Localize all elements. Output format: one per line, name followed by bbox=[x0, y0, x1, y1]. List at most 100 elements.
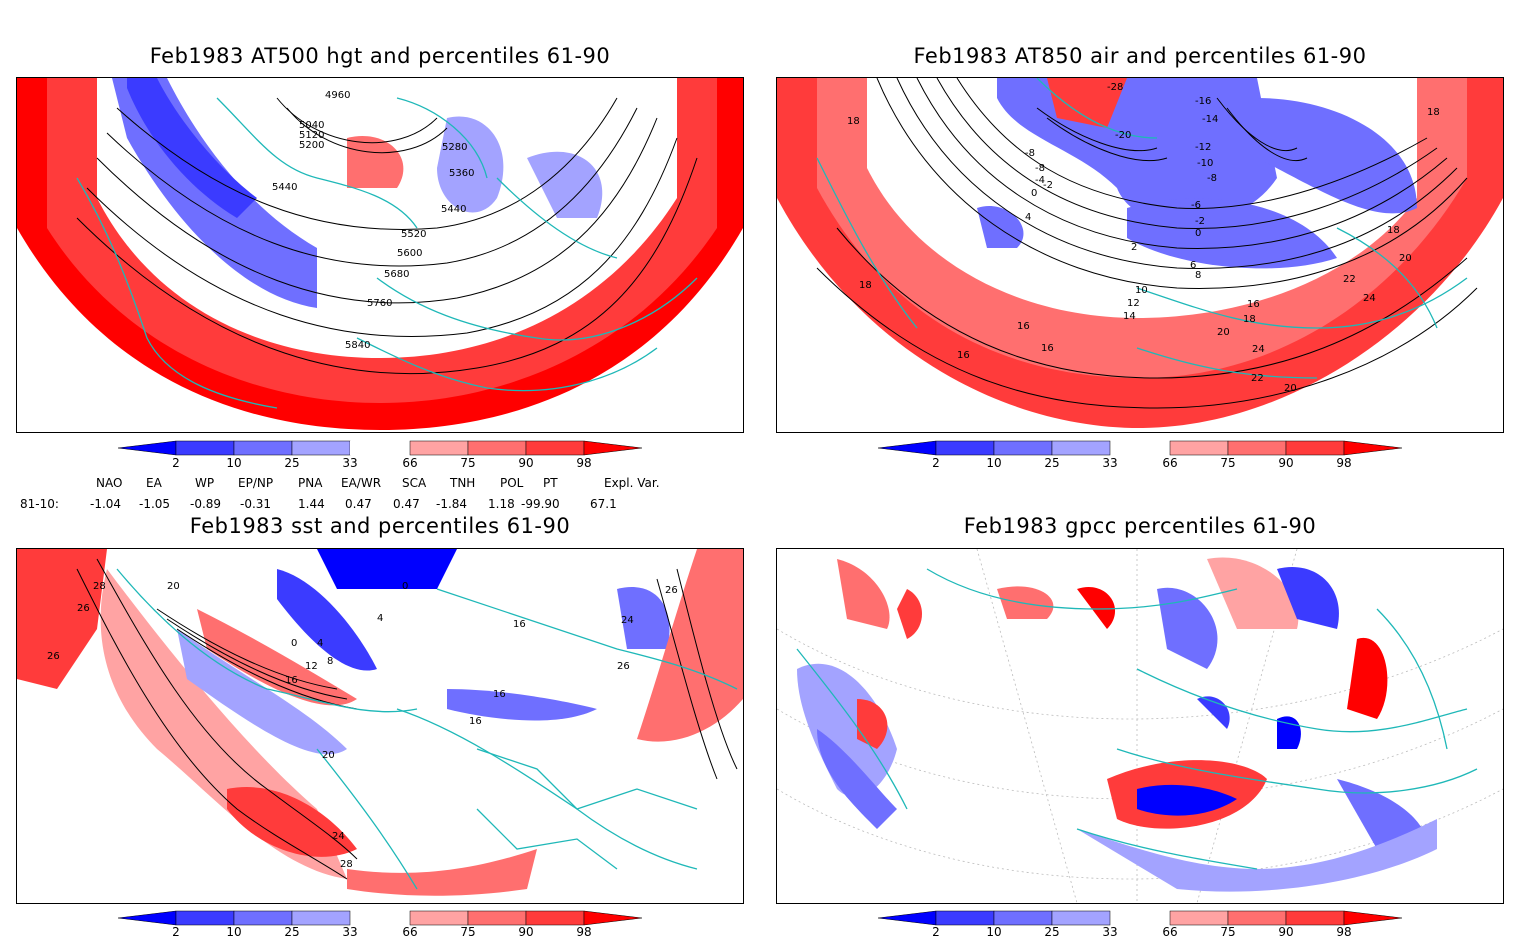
contour-label: 5200 bbox=[299, 140, 324, 151]
index-header: Expl. Var. bbox=[604, 476, 660, 490]
colorbar-label: 33 bbox=[342, 456, 358, 470]
contour-label: 26 bbox=[617, 661, 630, 672]
contour-label: 12 bbox=[305, 661, 318, 672]
colorbar-label: 25 bbox=[1044, 456, 1060, 470]
contour-labels: 4960 5040 5120 5200 5280 5360 5440 5440 … bbox=[272, 90, 474, 351]
contour-label: -28 bbox=[1107, 82, 1123, 93]
map-panel-air850: -28 -16 -14 -12 -10 -8 -8 -8 -6 -4 -2 0 … bbox=[776, 77, 1504, 433]
index-value: 0.47 bbox=[345, 497, 372, 511]
contour-label: 12 bbox=[1127, 298, 1140, 309]
contour-label: 24 bbox=[332, 831, 345, 842]
panel-title-gpcc: Feb1983 gpcc percentiles 61-90 bbox=[963, 514, 1317, 538]
contour-label: 8 bbox=[327, 656, 333, 667]
colorbar-label: 98 bbox=[576, 456, 592, 470]
colorbar-label: 90 bbox=[518, 925, 534, 939]
contour-label: -12 bbox=[1195, 142, 1211, 153]
colorbar-label: 10 bbox=[986, 456, 1002, 470]
contour-label: 24 bbox=[1252, 344, 1265, 355]
index-value: -1.04 bbox=[90, 497, 122, 511]
percentile-shading-white bbox=[97, 78, 677, 358]
panel-title-sst: Feb1983 sst and percentiles 61-90 bbox=[189, 514, 571, 538]
contour-label: 16 bbox=[493, 689, 506, 700]
contour-label: 18 bbox=[1427, 107, 1440, 118]
index-value: -1.84 bbox=[436, 497, 468, 511]
contour-label: -16 bbox=[1195, 96, 1211, 107]
index-header: SCA bbox=[402, 476, 427, 490]
contour-label: 0 bbox=[1195, 228, 1201, 239]
contour-label: -8 bbox=[1025, 148, 1035, 159]
index-value: 1.44 bbox=[298, 497, 325, 511]
contour-label: 22 bbox=[1343, 274, 1356, 285]
index-header: WP bbox=[195, 476, 215, 490]
panel-title-air850: Feb1983 AT850 air and percentiles 61-90 bbox=[913, 44, 1367, 68]
contour-label: 16 bbox=[285, 675, 298, 686]
contour-label: 20 bbox=[1217, 327, 1230, 338]
index-header-row: NAO EA WP EP/NP PNA EA/WR SCA TNH POL PT… bbox=[0, 476, 760, 492]
contour-label: 16 bbox=[1017, 321, 1030, 332]
contour-label: 10 bbox=[1135, 285, 1148, 296]
contour-label: 0 bbox=[1031, 188, 1037, 199]
colorbar-label: 75 bbox=[460, 456, 476, 470]
contour-label: 4960 bbox=[325, 90, 350, 101]
index-value: -0.31 bbox=[240, 497, 272, 511]
colorbar-label: 98 bbox=[1336, 456, 1352, 470]
colorbar-label: 33 bbox=[1102, 456, 1118, 470]
index-header: EA bbox=[146, 476, 162, 490]
contour-label: 18 bbox=[1387, 225, 1400, 236]
map-panel-gpcc bbox=[776, 548, 1504, 904]
map-panel-hgt500: 4960 5040 5120 5200 5280 5360 5440 5440 … bbox=[16, 77, 744, 433]
colorbar-label: 2 bbox=[932, 925, 940, 939]
contour-label: 5520 bbox=[401, 229, 426, 240]
colorbar-label: 25 bbox=[1044, 925, 1060, 939]
contour-label: 5040 bbox=[299, 120, 324, 131]
index-value: -1.05 bbox=[139, 497, 171, 511]
contour-label: -10 bbox=[1197, 158, 1213, 169]
colorbar-label: 75 bbox=[1220, 456, 1236, 470]
contour-label: 5600 bbox=[397, 248, 422, 259]
colorbar-label: 66 bbox=[402, 456, 418, 470]
index-value: 0.47 bbox=[393, 497, 420, 511]
contour-label: 14 bbox=[1123, 311, 1136, 322]
colorbar-label: 90 bbox=[518, 456, 534, 470]
map-panel-sst: 28 26 26 20 0 4 8 12 16 16 16 20 24 26 2… bbox=[16, 548, 744, 904]
contour-label: 26 bbox=[77, 603, 90, 614]
contour-label: 5840 bbox=[345, 340, 370, 351]
contour-label: 20 bbox=[1399, 253, 1412, 264]
colorbar-label: 33 bbox=[342, 925, 358, 939]
colorbar-label: 2 bbox=[172, 925, 180, 939]
colorbar-label: 10 bbox=[986, 925, 1002, 939]
colorbar-label: 10 bbox=[226, 925, 242, 939]
contour-label: -8 bbox=[1207, 173, 1217, 184]
index-header: EP/NP bbox=[238, 476, 274, 490]
colorbar-air850: 2 10 25 33 66 75 90 98 bbox=[877, 440, 1403, 470]
index-header: PNA bbox=[298, 476, 323, 490]
contour-label: 4 bbox=[377, 613, 383, 624]
contour-label: 18 bbox=[859, 280, 872, 291]
contour-label: 16 bbox=[957, 350, 970, 361]
contour-label: 26 bbox=[665, 585, 678, 596]
colorbar-label: 75 bbox=[460, 925, 476, 939]
index-value: -0.89 bbox=[190, 497, 222, 511]
contour-label: 18 bbox=[847, 116, 860, 127]
contour-label: 18 bbox=[1243, 314, 1256, 325]
index-header: PT bbox=[543, 476, 558, 490]
contour-label: 24 bbox=[621, 615, 634, 626]
contour-label: 20 bbox=[322, 750, 335, 761]
contour-label: 0 bbox=[291, 638, 297, 649]
colorbar-label: 98 bbox=[1336, 925, 1352, 939]
contour-label: 5120 bbox=[299, 130, 324, 141]
colorbar-label: 66 bbox=[1162, 925, 1178, 939]
colorbar-gpcc: 2 10 25 33 66 75 90 98 bbox=[877, 910, 1403, 940]
colorbar-label: 66 bbox=[1162, 456, 1178, 470]
contour-label: 16 bbox=[1247, 299, 1260, 310]
index-value: 1.18 bbox=[488, 497, 515, 511]
contour-label: 0 bbox=[402, 581, 408, 592]
contour-label: 28 bbox=[340, 859, 353, 870]
contour-label: 8 bbox=[1195, 270, 1201, 281]
below-normal-east bbox=[437, 116, 504, 213]
contour-label: 6 bbox=[1190, 260, 1196, 271]
contour-label: 5680 bbox=[384, 269, 409, 280]
colorbar-label: 90 bbox=[1278, 925, 1294, 939]
colorbar-label: 2 bbox=[172, 456, 180, 470]
contour-label: 2 bbox=[1131, 242, 1137, 253]
